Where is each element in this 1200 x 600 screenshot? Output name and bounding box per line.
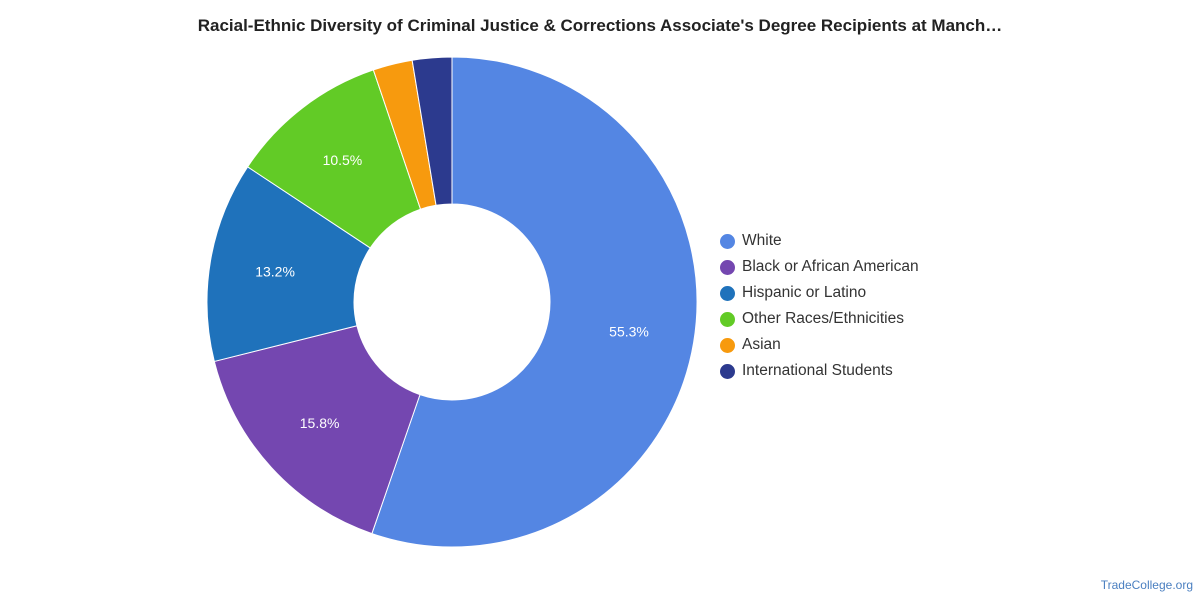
legend-label: Black or African American (742, 258, 919, 275)
legend-label: Hispanic or Latino (742, 284, 867, 301)
slice-value-label: 15.8% (300, 415, 340, 431)
slice-value-label: 10.5% (323, 152, 363, 168)
legend-item[interactable]: White (720, 228, 919, 254)
legend-swatch (720, 285, 735, 301)
legend-label: International Students (742, 362, 893, 379)
legend-item[interactable]: International Students (720, 358, 919, 384)
slice-white[interactable] (371, 56, 698, 548)
slice-black-or-african-american[interactable] (213, 325, 421, 535)
slice-value-label: 55.3% (609, 324, 649, 340)
slice-other-races-ethnicities[interactable] (246, 69, 422, 249)
legend-swatch (720, 337, 735, 353)
legend-swatch (720, 233, 735, 249)
legend-item[interactable]: Hispanic or Latino (720, 280, 919, 306)
slice-hispanic-or-latino[interactable] (206, 166, 371, 363)
chart-title: Racial-Ethnic Diversity of Criminal Just… (197, 16, 1003, 35)
legend-swatch (720, 259, 735, 275)
slice-international-students[interactable] (411, 56, 453, 206)
chart-legend: White Black or African American Hispanic o… (720, 228, 919, 384)
legend-swatch (720, 363, 735, 379)
legend-item[interactable]: Asian (720, 332, 919, 358)
legend-label: Asian (742, 336, 781, 353)
slice-value-label: 13.2% (255, 264, 295, 280)
legend-label: White (742, 232, 782, 249)
legend-swatch (720, 311, 735, 327)
source-watermark[interactable]: TradeCollege.org (1100, 578, 1193, 592)
legend-label: Other Races/Ethnicities (742, 310, 904, 327)
legend-item[interactable]: Other Races/Ethnicities (720, 306, 919, 332)
legend-item[interactable]: Black or African American (720, 254, 919, 280)
